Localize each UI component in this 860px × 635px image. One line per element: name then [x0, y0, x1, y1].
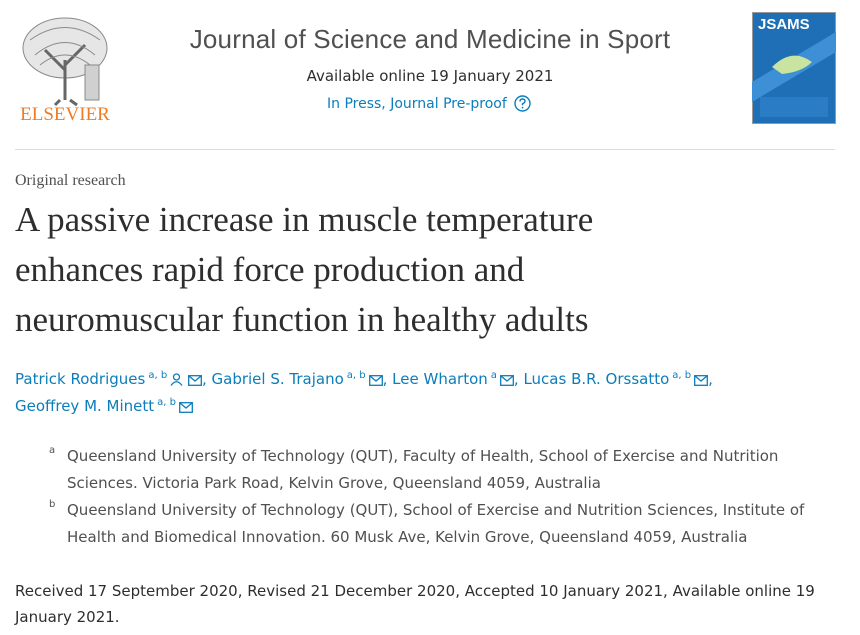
person-icon[interactable] [170, 373, 183, 386]
affiliation-label: a [49, 445, 56, 456]
article-dates: Received 17 September 2020, Revised 21 D… [15, 582, 815, 626]
email-icon[interactable] [368, 375, 383, 386]
publisher-logo: ELSEVIER [20, 17, 110, 125]
author-name[interactable]: Gabriel S. Trajano [211, 370, 344, 388]
article-type: Original research [15, 172, 126, 189]
cover-title: JSAMS [758, 16, 810, 33]
journal-title[interactable]: Journal of Science and Medicine in Sport [189, 24, 671, 54]
author-affiliation[interactable]: a, b [148, 370, 168, 381]
email-icon[interactable] [179, 402, 193, 413]
affiliation-text: Queensland University of Technology (QUT… [67, 501, 805, 546]
status-text: In Press, Journal Pre-proof [327, 95, 507, 112]
author-affiliation[interactable]: a, b [346, 370, 366, 381]
author: Gabriel S. Trajano a, b [212, 370, 393, 388]
author-name[interactable]: Geoffrey M. Minett [15, 397, 155, 415]
author-affiliation[interactable]: a [490, 370, 497, 381]
article-title: A passive increase in muscle temperature… [15, 200, 594, 339]
author-name[interactable]: Lucas B.R. Orssatto [523, 370, 670, 388]
affiliation-list: a Queensland University of Technology (QU… [15, 443, 835, 551]
affiliation: a Queensland University of Technology (QU… [15, 443, 835, 497]
email-icon[interactable] [694, 375, 709, 386]
help-icon[interactable] [514, 95, 531, 112]
publisher-name: ELSEVIER [20, 104, 110, 125]
author: Lee Wharton a [392, 370, 523, 388]
divider [15, 149, 835, 150]
author-name[interactable]: Patrick Rodrigues [15, 370, 146, 388]
author-affiliation[interactable]: a, b [157, 397, 177, 408]
status[interactable]: In Press, Journal Pre-proof [327, 95, 531, 112]
affiliation-text: Queensland University of Technology (QUT… [67, 447, 779, 492]
affiliation-label: b [49, 499, 56, 510]
journal-cover[interactable]: JSAMS [752, 12, 836, 124]
author: Geoffrey M. Minett a, b [15, 397, 193, 415]
author-affiliation[interactable]: a, b [672, 370, 692, 381]
email-icon[interactable] [188, 375, 202, 386]
affiliation: b Queensland University of Technology (QU… [15, 497, 835, 551]
author: Lucas B.R. Orssatto a, b [523, 370, 712, 388]
author: Patrick Rodrigues a, b [15, 370, 212, 388]
author-name[interactable]: Lee Wharton [392, 370, 488, 388]
available-online: Available online 19 January 2021 [306, 67, 554, 85]
email-icon[interactable] [499, 375, 514, 386]
